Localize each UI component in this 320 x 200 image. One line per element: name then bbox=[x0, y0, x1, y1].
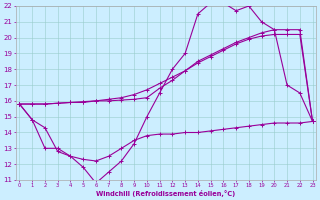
X-axis label: Windchill (Refroidissement éolien,°C): Windchill (Refroidissement éolien,°C) bbox=[96, 190, 236, 197]
